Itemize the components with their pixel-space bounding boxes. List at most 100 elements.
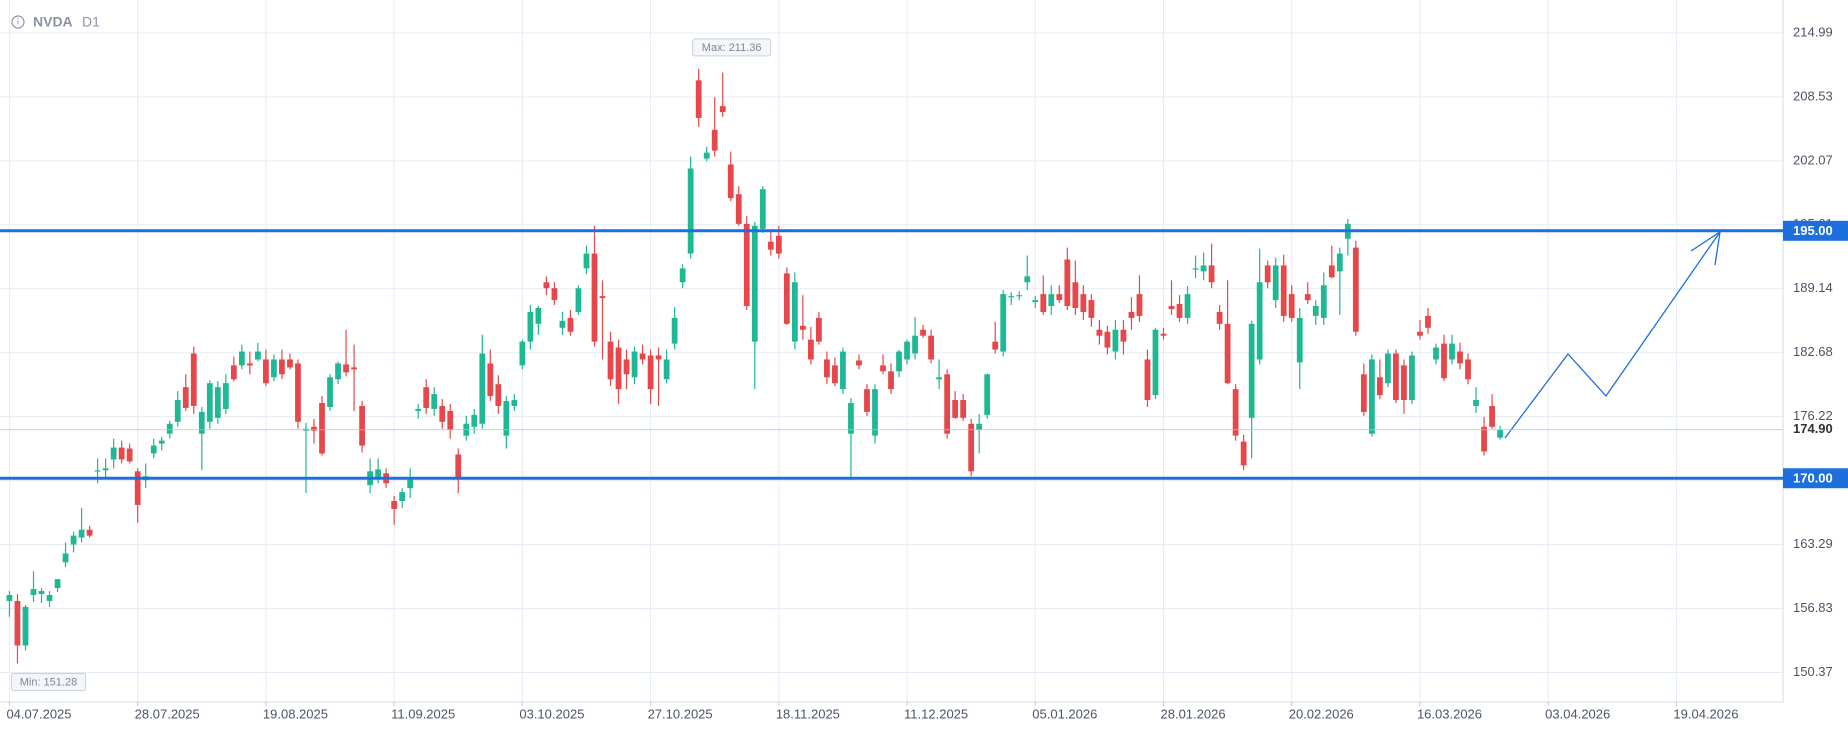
y-tick-label: 208.53 <box>1793 88 1833 103</box>
candle-body <box>767 241 774 250</box>
candle-body <box>455 454 462 478</box>
candle-body <box>984 374 991 415</box>
candle-body <box>246 363 253 366</box>
candle-body <box>663 359 670 380</box>
candle-body <box>735 194 742 224</box>
candle-body <box>679 268 686 283</box>
candle-body <box>840 351 846 390</box>
candle-body <box>832 365 838 384</box>
timeframe: D1 <box>82 14 100 30</box>
candle-body <box>535 307 542 324</box>
candle-body <box>1312 306 1319 316</box>
candle-body <box>1280 265 1287 316</box>
candle-body <box>1224 323 1231 384</box>
candle-body <box>1136 294 1143 316</box>
candle-body <box>1200 265 1207 272</box>
candle-body <box>311 426 317 431</box>
candle-body <box>238 351 245 366</box>
candle-body <box>1409 355 1415 401</box>
y-tick-label: 214.99 <box>1793 24 1833 39</box>
candle-body <box>222 383 229 409</box>
candle-body <box>54 579 61 589</box>
candle-body <box>1128 311 1135 318</box>
candle-body <box>1401 365 1407 401</box>
info-icon[interactable] <box>11 15 25 29</box>
candle-body <box>655 355 662 360</box>
candle-body <box>783 273 790 324</box>
x-tick-label: 27.10.2025 <box>648 706 713 721</box>
candle-body <box>1425 315 1431 328</box>
candle-body <box>158 440 165 444</box>
level-label: 195.00 <box>1793 223 1833 238</box>
candle-body <box>1024 276 1031 283</box>
symbol: NVDA <box>33 14 73 30</box>
candle-body <box>567 317 574 332</box>
candle-body <box>856 360 862 366</box>
y-tick-label: 150.37 <box>1793 664 1833 679</box>
candle-body <box>255 351 261 360</box>
candle-body <box>1465 359 1471 380</box>
candle-body <box>1264 265 1271 283</box>
candle-body <box>687 168 694 254</box>
candle-body <box>816 317 822 342</box>
candle-body <box>70 535 77 545</box>
min-badge <box>10 673 86 692</box>
candle-body <box>174 400 181 422</box>
candle-body <box>1352 247 1359 332</box>
candle-body <box>1441 343 1447 379</box>
candle-body <box>1449 343 1455 360</box>
candle-body <box>920 329 926 336</box>
x-tick-label: 11.12.2025 <box>904 706 968 721</box>
candle-body <box>1360 374 1367 412</box>
candle-body <box>1144 359 1151 401</box>
candle-body <box>904 341 910 360</box>
candle-body <box>126 448 133 462</box>
y-tick-label: 202.07 <box>1793 152 1833 167</box>
candle-body <box>1112 329 1119 352</box>
candle-body <box>150 445 157 454</box>
candle-body <box>511 400 518 406</box>
candle-body <box>631 351 638 378</box>
candle-body <box>727 164 734 199</box>
candle-body <box>1072 282 1079 308</box>
candle-body <box>1377 377 1383 396</box>
candle-body <box>503 401 510 436</box>
candle-body <box>46 595 53 601</box>
candle-body <box>1328 265 1335 278</box>
candle-body <box>479 353 486 424</box>
candle-body <box>375 469 381 479</box>
x-tick-label: 28.07.2025 <box>135 706 200 721</box>
candle-body <box>335 363 341 380</box>
candle-body <box>1120 329 1127 342</box>
candle-body <box>495 384 502 406</box>
arrow-head <box>1690 230 1721 266</box>
candle-body <box>599 296 606 299</box>
candle-body <box>1385 353 1391 384</box>
candle-body <box>6 595 13 601</box>
y-tick-label: 189.14 <box>1793 280 1833 295</box>
candle-body <box>1192 268 1199 270</box>
candle-body <box>295 363 301 422</box>
grid <box>0 0 1783 702</box>
candle-body <box>62 553 69 563</box>
x-tick-label: 19.08.2025 <box>263 706 328 721</box>
candle-body <box>271 359 277 378</box>
y-tick-label: 176.22 <box>1793 408 1833 423</box>
candle-body <box>928 335 934 360</box>
candle-body <box>960 400 967 418</box>
x-tick-label: 18.11.2025 <box>776 706 840 721</box>
candle-body <box>263 359 269 384</box>
candle-body <box>1248 323 1255 418</box>
candle-body <box>391 500 398 509</box>
candle-body <box>1184 294 1191 318</box>
candle-body <box>78 529 85 538</box>
candle-body <box>936 377 942 380</box>
candle-body <box>575 288 582 312</box>
candle-body <box>1216 311 1223 324</box>
candle-body <box>287 359 293 368</box>
candle-body <box>407 477 414 489</box>
candle-body <box>1056 294 1063 301</box>
candle-body <box>14 600 21 646</box>
x-tick-label: 16.03.2026 <box>1417 706 1482 721</box>
